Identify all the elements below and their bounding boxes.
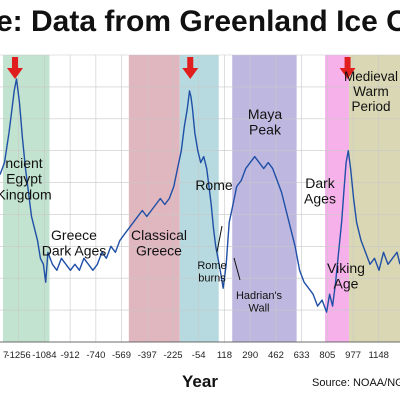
period-annotation: Medieval Warm Period xyxy=(344,69,398,114)
period-annotation: Viking Age xyxy=(327,260,365,292)
peak-arrow-icon xyxy=(182,57,199,79)
period-band xyxy=(179,55,219,342)
peak-arrow-icon xyxy=(339,57,356,79)
period-annotations: ncient Egypt Kingdom Greece Dark Ages Classic… xyxy=(0,69,398,314)
period-band xyxy=(2,55,50,342)
period-annotation: ncient Egypt Kingdom xyxy=(0,155,52,202)
x-tick-label: -912 xyxy=(61,350,80,361)
x-tick-label: -1084 xyxy=(32,350,56,361)
series-line xyxy=(0,78,400,313)
period-annotation: Rome xyxy=(195,177,233,193)
period-annotation: Classical Greece xyxy=(131,227,187,259)
period-band xyxy=(128,55,180,342)
x-tick-label: 7 xyxy=(3,350,8,361)
x-tick-label: -397 xyxy=(138,350,157,361)
x-tick-labels: 7-1256 -1084 -912 -740 -569 -397 -225 -54 118 290… xyxy=(3,350,389,361)
period-annotation: Greece Dark Ages xyxy=(42,227,107,259)
source-note: Source: NOAA/NGD xyxy=(312,377,400,389)
x-tick-label: 805 xyxy=(319,350,335,361)
period-band xyxy=(349,55,400,342)
period-band xyxy=(325,55,350,342)
x-tick-label: -54 xyxy=(192,350,206,361)
x-tick-label: 977 xyxy=(345,350,361,361)
x-tick-label: -569 xyxy=(112,350,131,361)
period-annotation: Hadrian's Wall xyxy=(236,290,283,314)
grid-lines xyxy=(0,54,400,343)
chart-title: te: Data from Greenland Ice Cores i xyxy=(0,5,400,38)
period-bands xyxy=(2,55,400,342)
peak-arrow-icon xyxy=(6,57,23,79)
x-tick-label: 118 xyxy=(217,350,232,361)
annotation-pointer xyxy=(216,225,223,253)
peak-arrows xyxy=(6,57,356,79)
annotation-pointer xyxy=(233,257,241,281)
period-annotation: Maya Peak xyxy=(248,106,282,138)
x-axis-label: Year xyxy=(182,372,218,391)
x-tick-label: -740 xyxy=(86,350,105,361)
x-tick-label: -225 xyxy=(164,350,183,361)
period-band xyxy=(232,55,297,342)
x-tick-label: -1256 xyxy=(6,350,30,361)
x-tick-label: 290 xyxy=(242,350,258,361)
series-lines xyxy=(0,78,400,313)
x-tick-label: 1148 xyxy=(369,350,389,361)
x-tick-label: 462 xyxy=(268,350,284,361)
period-annotation: Rome burns xyxy=(197,260,226,284)
period-annotation: Dark Ages xyxy=(304,175,336,207)
x-tick-label: 633 xyxy=(294,350,310,361)
